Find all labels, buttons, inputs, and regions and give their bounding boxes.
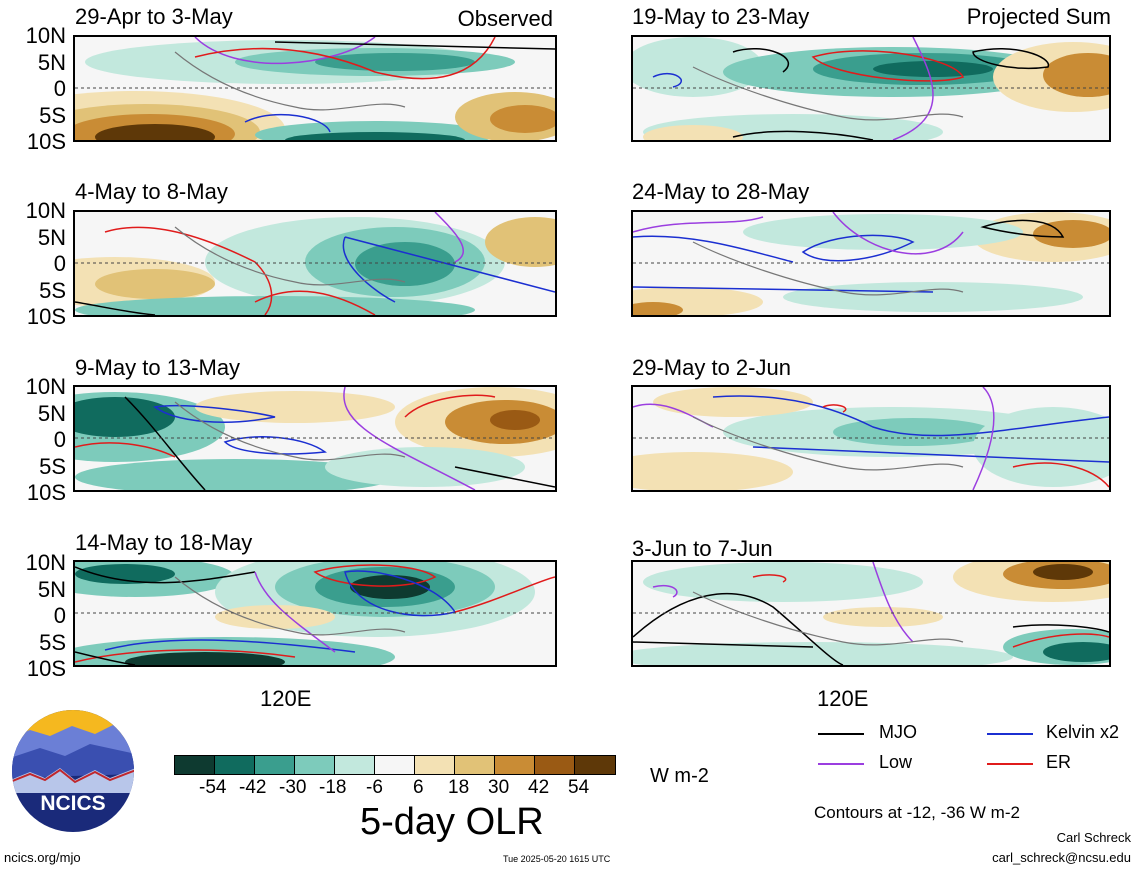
- colorbar-tick: 6: [413, 777, 424, 798]
- contour-note: Contours at -12, -36 W m-2: [814, 803, 1020, 822]
- colorbar-title: 5-day OLR: [360, 801, 544, 843]
- legend-er-label: ER: [1046, 752, 1072, 772]
- colorbar-swatch: [415, 756, 455, 774]
- legend-mjo-line: [818, 733, 864, 735]
- colorbar-tick: -42: [239, 777, 267, 798]
- colorbar-swatch: [375, 756, 415, 774]
- map-panel-3: [73, 210, 557, 317]
- legend-kelvin-label: Kelvin x2: [1046, 722, 1120, 742]
- panel-4-title: 24-May to 28-May: [632, 179, 810, 204]
- colorbar-swatch: [335, 756, 375, 774]
- map-panel-7: [73, 560, 557, 667]
- colorbar: [174, 755, 616, 775]
- legend-mjo-label: MJO: [879, 722, 917, 742]
- legend-low-line: [818, 763, 864, 765]
- colorbar-swatch: [575, 756, 615, 774]
- footer-author: Carl Schreck: [1056, 830, 1131, 845]
- colorbar-tick: -30: [279, 777, 307, 798]
- panel-2-title: 19-May to 23-May: [632, 4, 810, 29]
- map-panel-2: [631, 35, 1111, 142]
- colorbar-swatch: [495, 756, 535, 774]
- map-panel-8: [631, 560, 1111, 667]
- colorbar-tick: -18: [319, 777, 347, 798]
- panel-1-title: 29-Apr to 3-May: [75, 4, 233, 29]
- legend-er-line: [987, 763, 1033, 765]
- colorbar-swatch: [215, 756, 255, 774]
- colorbar-swatch: [455, 756, 495, 774]
- legend-low-label: Low: [879, 752, 913, 772]
- colorbar-tick: -54: [199, 777, 227, 798]
- map-panel-1: [73, 35, 557, 142]
- observed-label: Observed: [457, 6, 553, 31]
- panel-7-title: 14-May to 18-May: [75, 530, 253, 555]
- panel-6-title: 29-May to 2-Jun: [632, 355, 791, 380]
- colorbar-tick: 30: [488, 777, 510, 798]
- lon-label-left: 120E: [260, 686, 312, 711]
- panel-8-title: 3-Jun to 7-Jun: [632, 536, 773, 561]
- colorbar-units: W m-2: [650, 765, 709, 787]
- footer-url: ncics.org/mjo: [4, 850, 81, 865]
- colorbar-tick: 18: [448, 777, 470, 798]
- map-panel-4: [631, 210, 1111, 317]
- colorbar-swatch: [175, 756, 215, 774]
- colorbar-swatch: [295, 756, 335, 774]
- colorbar-swatch: [535, 756, 575, 774]
- map-panel-5: [73, 385, 557, 492]
- colorbar-tick: 42: [528, 777, 550, 798]
- legend-kelvin-line: [987, 733, 1033, 735]
- map-panel-6: [631, 385, 1111, 492]
- colorbar-swatch: [255, 756, 295, 774]
- panel-3-title: 4-May to 8-May: [75, 179, 228, 204]
- ncics-logo-text: NCICS: [40, 792, 106, 815]
- colorbar-tick: 54: [568, 777, 590, 798]
- footer-email: carl_schreck@ncsu.edu: [992, 850, 1131, 865]
- colorbar-tick: -6: [366, 777, 383, 798]
- ncics-logo: NCICS: [10, 708, 136, 834]
- footer-timestamp: Tue 2025-05-20 1615 UTC: [503, 854, 611, 864]
- panel-5-title: 9-May to 13-May: [75, 355, 241, 380]
- projected-label: Projected Sum: [966, 4, 1111, 29]
- lon-label-right: 120E: [817, 686, 869, 711]
